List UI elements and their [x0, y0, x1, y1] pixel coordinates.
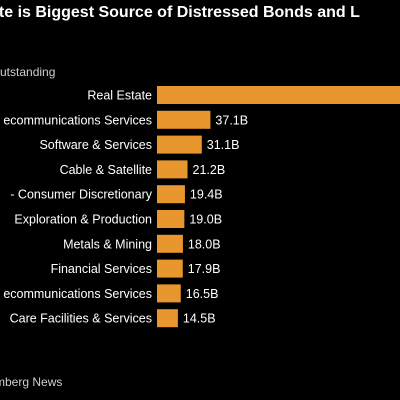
bar-value-label: 37.1B — [215, 113, 248, 127]
bar — [157, 259, 183, 278]
bar — [157, 309, 178, 328]
bar-value-label: 16.5B — [186, 287, 219, 301]
chart-subtitle: utstanding — [0, 65, 56, 79]
category-label: Financial Services — [51, 262, 152, 276]
category-label: Care Facilities & Services — [10, 312, 152, 326]
bar — [157, 135, 202, 154]
source-note-text: mberg News — [0, 375, 63, 389]
bar-value-label: 21.2B — [193, 163, 226, 177]
category-label: Software & Services — [39, 138, 152, 152]
bar-value-label: 18.0B — [188, 237, 221, 251]
category-label: ecommunications Services — [3, 113, 152, 127]
bar — [157, 185, 185, 204]
category-label: ecommunications Services — [3, 287, 152, 301]
category-label: Metals & Mining — [63, 237, 152, 251]
bar — [157, 86, 400, 104]
bar — [157, 110, 211, 129]
category-label: Cable & Satellite — [60, 163, 152, 177]
chart-title-text: ate is Biggest Source of Distressed Bond… — [0, 4, 360, 21]
bar-value-label: 19.0B — [189, 213, 222, 227]
bar-value-label: 14.5B — [183, 312, 216, 326]
bar-value-label: 19.4B — [190, 188, 223, 202]
bar — [157, 234, 183, 253]
category-label: Exploration & Production — [14, 213, 152, 227]
source-note: mberg News — [0, 375, 62, 389]
bar — [157, 210, 185, 228]
category-label: - Consumer Discretionary — [10, 188, 152, 202]
bar-value-label: 17.9B — [188, 262, 221, 276]
bar-value-label: 31.1B — [207, 138, 240, 152]
bar — [157, 160, 188, 179]
category-label: Real Estate — [87, 89, 152, 103]
chart-title: ate is Biggest Source of Distressed Bond… — [0, 4, 400, 22]
bar — [157, 284, 181, 303]
